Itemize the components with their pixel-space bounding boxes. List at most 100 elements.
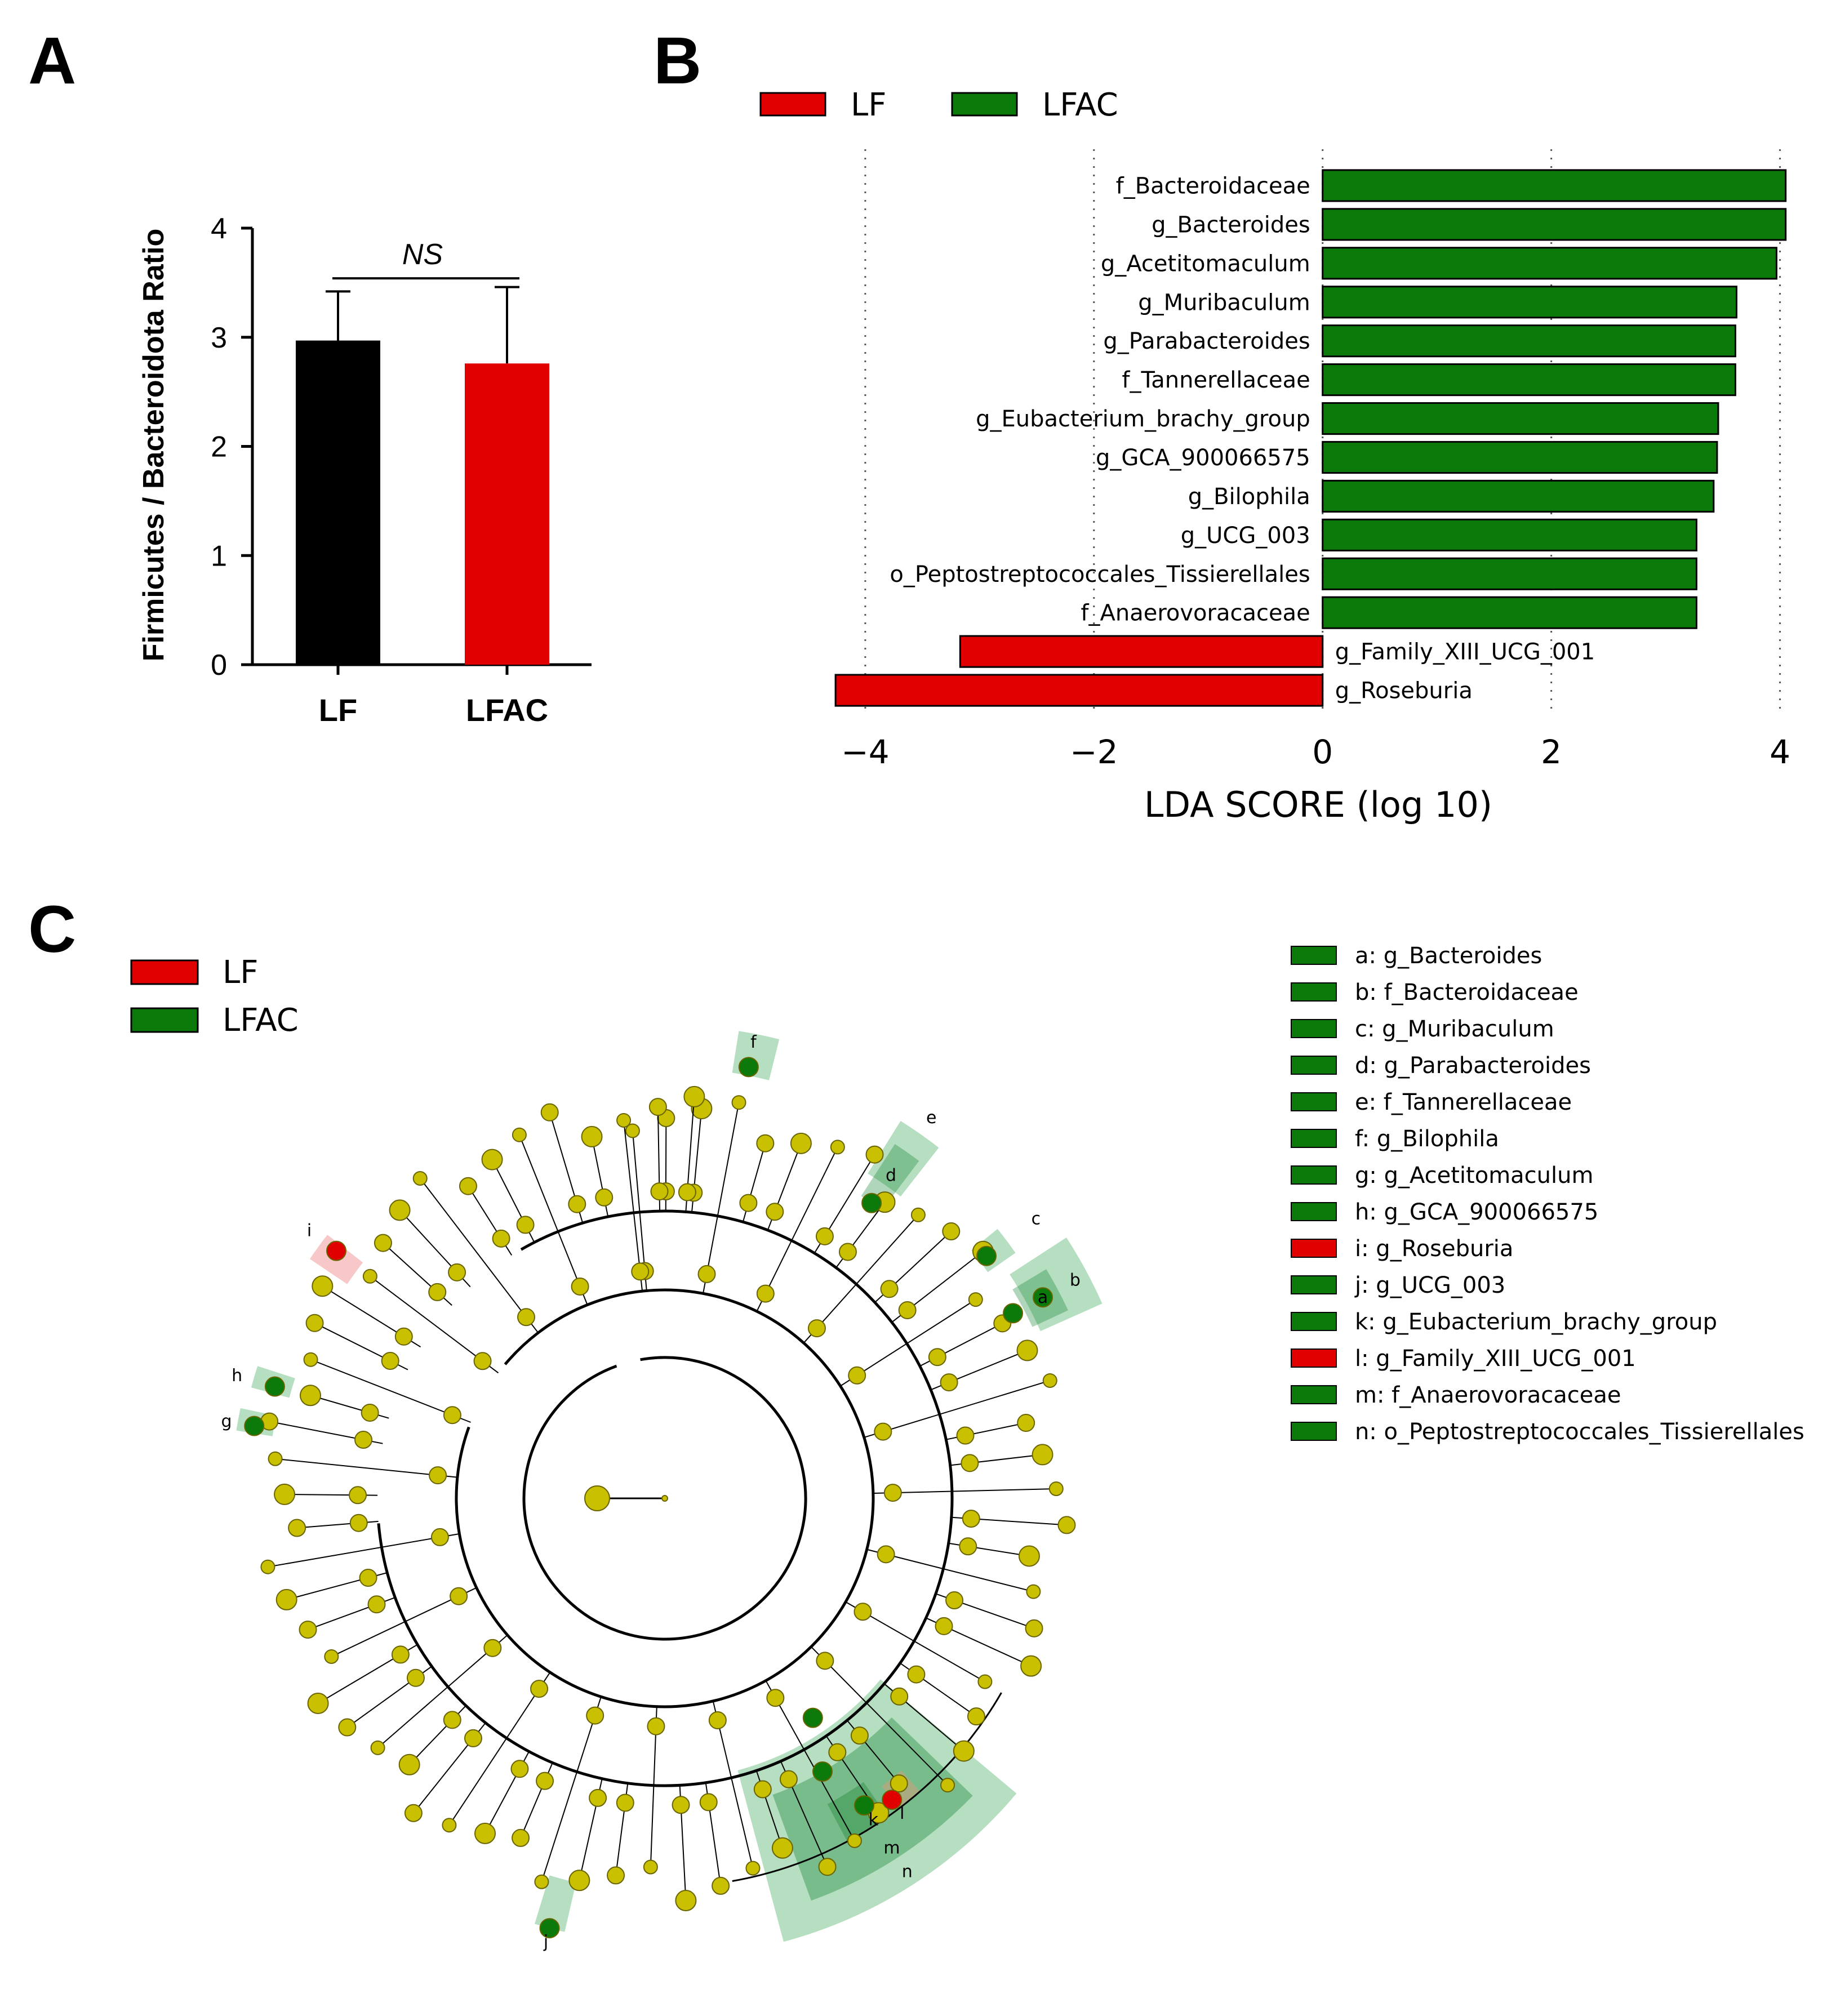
clade-node — [940, 1778, 955, 1793]
clade-letter-n: n — [902, 1862, 913, 1882]
clade-node — [516, 1216, 535, 1234]
clade-branch — [377, 1209, 954, 1787]
clade-node — [512, 1127, 527, 1142]
lda-bar — [1322, 596, 1697, 629]
clade-node — [616, 1794, 634, 1812]
key-item: n: o_Peptostreptococcales_Tissierellales — [1355, 1419, 1804, 1445]
clade-node — [391, 1645, 410, 1664]
key-swatch — [1291, 1349, 1337, 1368]
clade-node — [430, 1528, 449, 1546]
clade-branch — [268, 1533, 460, 1568]
bar-label: g_Bacteroides — [1152, 212, 1310, 238]
lda-bar — [1322, 440, 1718, 474]
clade-node — [450, 1587, 468, 1605]
clade-node — [268, 1451, 283, 1466]
clade-branch — [518, 1134, 588, 1305]
clade-branch — [873, 1488, 1056, 1494]
clade-node — [412, 1171, 428, 1186]
clade-letter-f: f — [750, 1033, 757, 1052]
clade-node — [910, 1207, 926, 1222]
y-tick-label: 3 — [211, 322, 227, 354]
clade-node — [349, 1486, 367, 1505]
bar-label: g_Parabacteroides — [1103, 328, 1310, 354]
clade-node — [953, 1740, 975, 1762]
clade-node — [349, 1514, 368, 1532]
clade-node — [838, 1243, 857, 1261]
key-swatch — [1291, 1019, 1337, 1038]
clade-node — [756, 1284, 775, 1303]
bar-lfac — [465, 363, 549, 665]
clade-node — [697, 1265, 716, 1283]
x-tick-label: 0 — [1312, 733, 1333, 771]
bar-label: f_Tannerellaceae — [1122, 367, 1310, 393]
clade-node — [275, 1588, 297, 1610]
x-tick-label: 2 — [1541, 733, 1562, 771]
clade-node — [581, 1125, 603, 1147]
clade-letter-d: d — [886, 1166, 896, 1186]
clade-node — [940, 1373, 958, 1392]
clade-node — [753, 1780, 772, 1799]
clade-node — [962, 1510, 980, 1528]
clade-node — [935, 1617, 953, 1635]
clade-node — [1057, 1516, 1076, 1534]
legend-swatch-lfac — [951, 92, 1018, 117]
clade-node — [877, 1545, 895, 1564]
clade-letter-e: e — [926, 1108, 936, 1128]
clade-node — [459, 1177, 477, 1195]
clade-node — [540, 1103, 559, 1122]
panel-b-lda-chart: B LF LFAC f_Bacteroidaceae g_Bacteroides g_… — [654, 24, 1790, 825]
legend-label: LF — [851, 87, 886, 123]
clade-node — [756, 1134, 775, 1152]
key-swatch — [1291, 1239, 1337, 1258]
clade-node — [816, 1652, 834, 1670]
x-tick-label: −4 — [841, 733, 890, 771]
clade-node — [678, 1183, 696, 1201]
bar-label: g_Muribaculum — [1138, 290, 1310, 315]
clade-node — [790, 1132, 812, 1154]
key-swatch — [1291, 1129, 1337, 1148]
clade-node — [766, 1689, 785, 1707]
clade-node — [510, 1760, 529, 1778]
clade-node — [260, 1559, 275, 1574]
bar-label: g_Roseburia — [1335, 678, 1473, 704]
clade-node — [818, 1858, 837, 1876]
clade-node — [945, 1591, 964, 1610]
clade-letter-b: b — [1070, 1271, 1081, 1290]
clade-node — [1032, 1444, 1053, 1466]
lda-bar — [1322, 169, 1787, 202]
panel-c-cladogram: C LF LFAC a: g_Bacteroides b: f_Bacteroida… — [28, 892, 1804, 1952]
legend-label: LFAC — [223, 1002, 299, 1039]
panel-a-y-axis-label: Firmicutes / Bacteroidota Ratio — [137, 229, 170, 662]
clade-node — [854, 1795, 875, 1816]
clade-node — [264, 1376, 285, 1397]
clade-node — [699, 1793, 718, 1812]
clade-node — [398, 1754, 420, 1775]
clade-node — [731, 1095, 746, 1110]
clade-node — [616, 1112, 632, 1128]
key-item: f: g_Bilophila — [1355, 1126, 1499, 1152]
clade-node — [406, 1668, 425, 1687]
legend-label: LFAC — [1042, 87, 1118, 123]
clade-branch — [275, 1458, 457, 1478]
clade-node — [361, 1403, 379, 1422]
clade-node — [1020, 1655, 1042, 1677]
significance-label: NS — [402, 238, 443, 271]
panel-b-letter: B — [654, 24, 701, 98]
bar-label: f_Bacteroidaceae — [1116, 173, 1310, 199]
category-label: LFAC — [466, 692, 548, 728]
lda-bar — [1322, 208, 1787, 241]
clade-node — [890, 1687, 909, 1706]
clade-node — [683, 1085, 705, 1107]
lda-bar — [1322, 247, 1777, 280]
bar-label: g_UCG_003 — [1181, 523, 1310, 549]
key-item: b: f_Bacteroidaceae — [1355, 980, 1579, 1005]
clade-node — [354, 1431, 373, 1449]
clade-node — [625, 1123, 640, 1138]
clade-node — [708, 1711, 727, 1729]
clade-node — [512, 1828, 530, 1847]
lda-bar — [1322, 557, 1697, 590]
clade-node — [338, 1718, 357, 1737]
key-swatch — [1291, 1312, 1337, 1331]
category-label: LF — [319, 692, 357, 728]
